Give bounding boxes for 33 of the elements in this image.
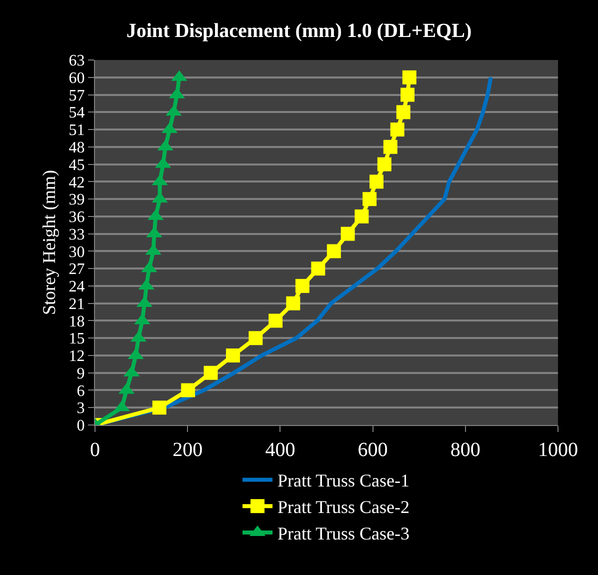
x-tick-label: 800 — [450, 439, 480, 461]
y-tick-label: 18 — [68, 313, 85, 330]
y-tick-label: 51 — [68, 122, 85, 140]
y-tick-label: 48 — [68, 140, 85, 156]
x-tick-label: 1000 — [538, 439, 578, 461]
y-tick-label: 27 — [68, 261, 85, 278]
y-tick-label: 33 — [68, 226, 85, 244]
x-tick-label: 400 — [265, 439, 296, 461]
y-tick-label: 12 — [68, 348, 85, 366]
chart-title: Joint Displacement (mm) 1.0 (DL+EQL) — [126, 20, 472, 42]
y-tick-label: 54 — [68, 104, 85, 122]
y-tick-label: 9 — [76, 365, 85, 382]
legend-label: Pratt Truss Case-2 — [278, 497, 410, 518]
y-tick-label: 57 — [68, 87, 85, 104]
legend-label: Pratt Truss Case-1 — [278, 470, 410, 491]
x-tick-label: 600 — [358, 439, 388, 461]
x-tick-label: 0 — [90, 439, 100, 461]
y-tick-label: 42 — [68, 174, 85, 192]
y-tick-label: 6 — [76, 382, 85, 400]
y-tick-label: 0 — [76, 418, 85, 435]
y-tick-label: 30 — [68, 244, 85, 261]
y-axis-title: Storey Height (mm) — [39, 170, 59, 315]
legend-label: Pratt Truss Case-3 — [278, 524, 410, 544]
y-tick-label: 36 — [68, 209, 85, 226]
x-tick-label: 200 — [172, 439, 203, 461]
y-tick-label: 21 — [68, 296, 85, 313]
y-tick-label: 24 — [68, 278, 85, 296]
y-tick-label: 3 — [76, 400, 85, 418]
y-tick-label: 39 — [68, 192, 85, 209]
y-tick-label: 63 — [68, 52, 85, 70]
y-tick-label: 60 — [68, 70, 85, 87]
y-tick-label: 15 — [68, 330, 85, 348]
y-tick-label: 45 — [68, 156, 85, 174]
